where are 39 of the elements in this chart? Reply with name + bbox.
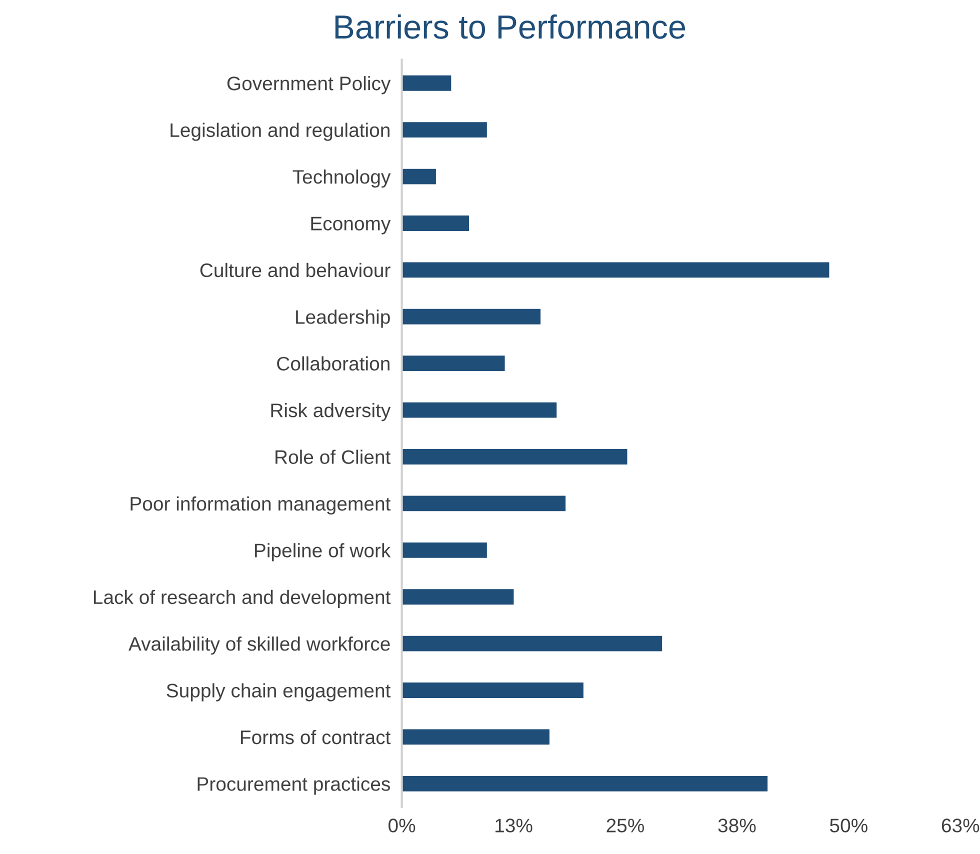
- bar: [402, 74, 453, 92]
- bar: [402, 774, 769, 793]
- y-tick-label: Government Policy: [227, 76, 391, 94]
- bar: [402, 167, 438, 186]
- y-tick-label: Risk adversity: [271, 403, 391, 422]
- bar: [402, 634, 664, 653]
- bar: [402, 588, 516, 606]
- y-tick-label: Technology: [292, 169, 391, 188]
- x-tick-label: 38%: [718, 818, 756, 832]
- bar: [402, 494, 567, 513]
- bar: [402, 681, 585, 700]
- y-tick-label: Poor information management: [130, 496, 391, 515]
- bar: [402, 541, 488, 560]
- x-tick-label: 0%: [388, 818, 416, 832]
- bar: [402, 448, 629, 466]
- x-tick-label: 25%: [606, 818, 644, 832]
- bar: [402, 308, 542, 326]
- bar: [402, 728, 551, 746]
- chart-title: Barriers to Performance: [335, 14, 686, 39]
- y-tick-label: Role of Client: [276, 450, 391, 464]
- bar: [402, 260, 831, 280]
- y-tick-label: Pipeline of work: [255, 543, 391, 562]
- x-tick-label: 13%: [496, 818, 532, 832]
- x-tick-label: 63%: [942, 818, 980, 832]
- y-tick-label: Collaboration: [277, 356, 390, 371]
- y-tick-label: Availability of skilled workforce: [128, 636, 390, 655]
- y-tick-label: Lack of research and development: [94, 590, 391, 608]
- y-tick-label: Legislation and regulation: [170, 122, 390, 141]
- bar: [402, 120, 488, 139]
- y-tick-label: Forms of contract: [241, 730, 391, 744]
- x-tick-label: 50%: [830, 818, 868, 832]
- bar: [402, 214, 470, 232]
- y-tick-label: Supply chain engagement: [166, 683, 391, 702]
- y-tick-label: Culture and behaviour: [200, 262, 390, 278]
- y-tick-label: Leadership: [296, 310, 390, 328]
- y-tick-label: Procurement practices: [198, 776, 390, 795]
- y-tick-label: Economy: [311, 216, 391, 234]
- bar: [402, 354, 506, 372]
- bar: [402, 400, 558, 420]
